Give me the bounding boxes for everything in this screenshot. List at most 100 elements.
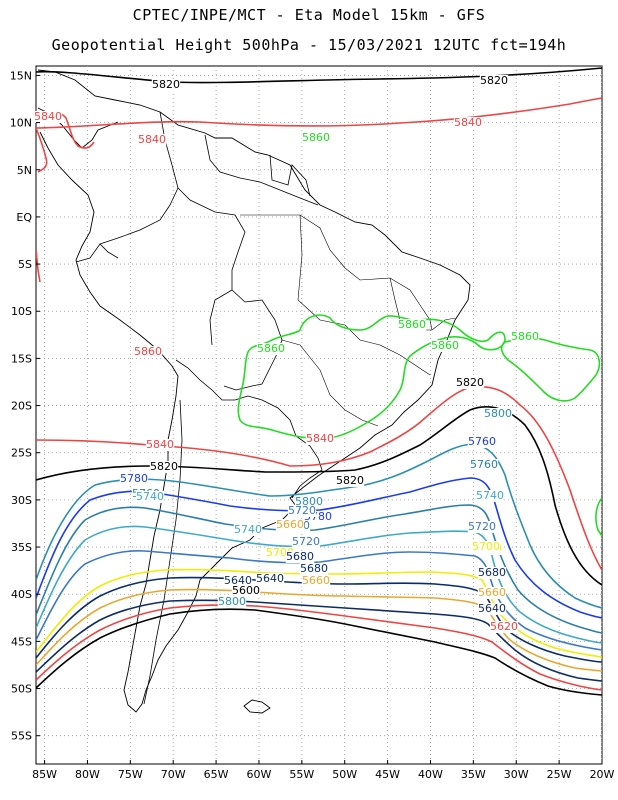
contour-label: 5620 (490, 620, 518, 633)
border-venezuela-brazil (204, 134, 319, 206)
contour-label: 5720 (292, 535, 320, 548)
contour-label: 5660 (276, 518, 304, 531)
contour-label: 5860 (398, 318, 426, 331)
lat-tick-label: 45S (11, 635, 32, 648)
lon-tick-label: 65W (204, 768, 229, 781)
contour-label-bg (489, 621, 519, 633)
contour-label-bg (149, 461, 179, 473)
map-frame (35, 65, 603, 765)
lat-tick-label: 15S (11, 352, 32, 365)
contour-label: 5820 (150, 460, 178, 473)
lat-tick-label: EQ (16, 211, 32, 224)
contour-label: 5840 (454, 116, 482, 129)
contour-label: 5680 (478, 566, 506, 579)
contour-label-bg (479, 75, 509, 87)
lat-tick-label: 35S (11, 541, 32, 554)
contour-label: 5840 (306, 432, 334, 445)
lon-tick-label: 40W (418, 768, 443, 781)
lon-tick-label: 20W (590, 768, 615, 781)
contour-label-bg (33, 111, 63, 123)
contour-5640 (36, 599, 602, 682)
contour-label: 5820 (456, 376, 484, 389)
contour-5620 (36, 604, 602, 691)
border-paraguay (247, 395, 323, 471)
contour-label-bg (137, 134, 167, 146)
lat-tick-label: 40S (11, 588, 32, 601)
border-ecuador-peru (75, 243, 119, 263)
border-peru-brazil-bolivia (177, 187, 246, 346)
contour-label: 5860 (302, 131, 330, 144)
contour-label-bg (467, 521, 497, 533)
border-argentina-brazil-uruguay (291, 469, 323, 499)
contour-label-bg (255, 573, 285, 585)
contour-label: 5640 (478, 602, 506, 615)
contour-label-bg (510, 331, 540, 343)
lon-tick-label: 60W (247, 768, 272, 781)
contour-label: 5720 (468, 520, 496, 533)
contour-label-bg (397, 319, 427, 331)
south-america-coastline (37, 69, 471, 713)
contour-label-bg (151, 79, 181, 91)
contour-label: 5780 (120, 472, 148, 485)
contour-5660 (36, 588, 602, 672)
lon-tick-label: 50W (332, 768, 357, 781)
state-borders-north (240, 214, 433, 331)
border-chile-argentina (143, 399, 183, 705)
contour-label: 5740 (234, 523, 262, 536)
contour-label: 5740 (136, 490, 164, 503)
falkland-islands (243, 699, 271, 714)
graticule (36, 66, 602, 764)
contour-label: 5600 (232, 584, 260, 597)
state-borders-south (281, 339, 379, 427)
contour-label: 5680 (300, 562, 328, 575)
contour-5680 (36, 576, 602, 663)
border-colombia-peru-brazil (99, 111, 179, 245)
contour-label-bg (217, 596, 247, 608)
contour-label: 5820 (480, 74, 508, 87)
border-bolivia-brazil (223, 289, 283, 391)
contour-label-bg (287, 505, 317, 517)
contour-5760 (36, 504, 602, 634)
contour-label: 5640 (256, 572, 284, 585)
contour-5860-brazil (237, 314, 506, 440)
contour-label: 5680 (286, 550, 314, 563)
contour-label-bg (285, 551, 315, 563)
contour-label-bg (256, 343, 286, 355)
lat-tick-label: 10N (10, 117, 32, 130)
contour-label-bg (233, 524, 263, 536)
lat-tick-label: 55S (11, 730, 32, 743)
map-title: CPTEC/INPE/MCT - Eta Model 15km - GFS (132, 6, 486, 24)
lat-tick-label: 15N (10, 69, 32, 82)
contour-label: 5820 (336, 474, 364, 487)
lon-tick-label: 55W (289, 768, 314, 781)
contour-label-bg (291, 536, 321, 548)
contour-5840-north (36, 97, 602, 129)
contour-label-bg (231, 585, 261, 597)
contour-label: 5840 (138, 133, 166, 146)
contour-5840-west-loop (36, 127, 48, 283)
contour-label: 5800 (484, 407, 512, 420)
contour-label-bg (483, 408, 513, 420)
contour-label-bg (471, 541, 501, 553)
contour-label-bg (305, 433, 335, 445)
border-bolivia-chile (175, 359, 249, 401)
contour-label: 5700 (472, 540, 500, 553)
lon-tick-label: 80W (75, 768, 100, 781)
contour-label-bg (145, 439, 175, 451)
lon-tick-label: 85W (32, 768, 57, 781)
lat-tick-label: 20S (11, 400, 32, 413)
axis-ticks: 15N 10N 5N EQ 5S 10S 15S 20S 25S 30S 35S 40S 45S 50S 5… (10, 69, 615, 781)
lat-tick-label: 25S (11, 447, 32, 460)
contour-5860-atlantic (500, 337, 601, 402)
contour-label-bg (223, 575, 253, 587)
contour-label: 5860 (431, 339, 459, 352)
contour-label-bg (301, 132, 331, 144)
contour-label-bg (469, 459, 499, 471)
contour-5600 (36, 608, 602, 696)
contour-5780 (36, 477, 602, 619)
contour-label-bg (475, 490, 505, 502)
contour-label: 5820 (152, 78, 180, 91)
contour-label: 5660 (478, 586, 506, 599)
map-subtitle: Geopotential Height 500hPa - 15/03/2021 … (51, 36, 567, 54)
